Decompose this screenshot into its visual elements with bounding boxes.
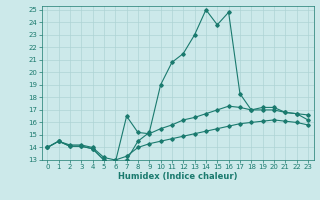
X-axis label: Humidex (Indice chaleur): Humidex (Indice chaleur) [118, 172, 237, 181]
